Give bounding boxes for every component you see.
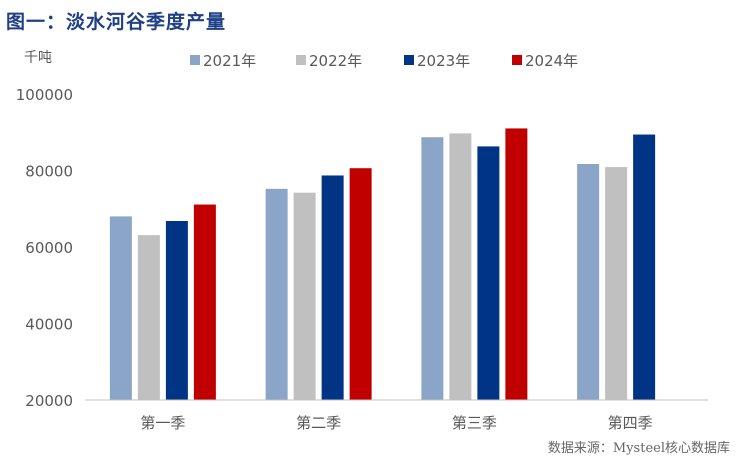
bar [193, 204, 216, 400]
x-tick-label: 第四季 [608, 414, 653, 432]
bar [577, 163, 600, 400]
legend-swatch [404, 55, 414, 65]
legend-label: 2024年 [525, 52, 578, 70]
legend-label: 2022年 [309, 52, 362, 70]
legend-swatch [190, 55, 200, 65]
bar [109, 216, 132, 400]
bar [505, 128, 528, 401]
bar [605, 167, 628, 400]
legend-swatch [296, 55, 306, 65]
y-axis-ticks: 20000 40000 60000 80000 100000 [16, 86, 73, 410]
legend-label: 2023年 [417, 52, 470, 70]
y-tick-label: 60000 [25, 239, 73, 257]
bar [633, 134, 656, 401]
x-tick-label: 第二季 [296, 414, 341, 432]
legend-swatch [512, 55, 522, 65]
bar [421, 137, 444, 400]
bar [349, 168, 372, 400]
bar [293, 192, 316, 400]
bars [109, 128, 656, 401]
bar [477, 146, 500, 400]
x-tick-label: 第三季 [452, 414, 497, 432]
x-axis-ticks: 第一季 第二季 第三季 第四季 [140, 414, 652, 432]
bar [165, 220, 188, 400]
bar [449, 133, 472, 400]
source-note: 数据来源：Mysteel核心数据库 [547, 441, 730, 456]
legend-label: 2021年 [203, 52, 256, 70]
bar [137, 235, 160, 400]
legend: 2021年 2022年 2023年 2024年 [190, 52, 578, 70]
bar [321, 175, 344, 400]
y-tick-label: 80000 [25, 163, 73, 181]
y-axis-unit-label: 千吨 [24, 50, 52, 66]
x-tick-label: 第一季 [140, 414, 185, 432]
y-tick-label: 20000 [25, 392, 73, 410]
y-tick-label: 100000 [16, 86, 73, 104]
bar [265, 188, 288, 400]
chart-title: 图一：淡水河谷季度产量 [6, 11, 227, 33]
y-tick-label: 40000 [25, 316, 73, 334]
